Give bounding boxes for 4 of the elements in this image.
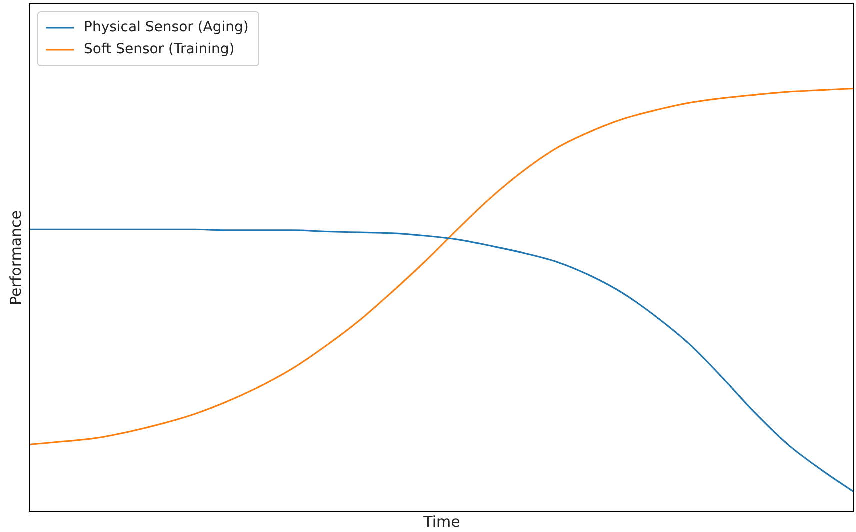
legend-label: Physical Sensor (Aging) bbox=[84, 20, 249, 36]
legend-label: Soft Sensor (Training) bbox=[84, 42, 235, 58]
y-axis-title: Performance bbox=[6, 210, 25, 306]
x-axis-title: Time bbox=[422, 512, 460, 531]
